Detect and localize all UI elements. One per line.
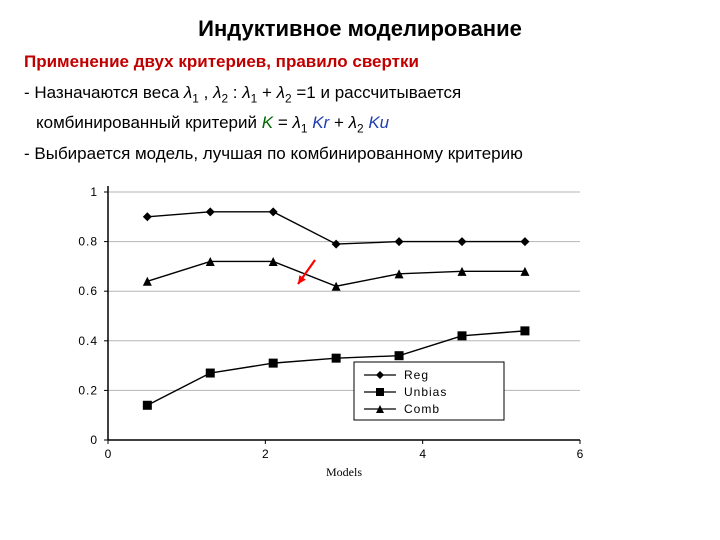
b1-c2: : (233, 83, 242, 102)
b2-Ku: Ku (368, 113, 389, 132)
svg-text:2: 2 (262, 447, 269, 461)
svg-text:Unbias: Unbias (404, 385, 447, 399)
b2-s2l: 2 (357, 122, 364, 136)
svg-text:Comb: Comb (404, 402, 440, 416)
svg-text:6: 6 (577, 447, 584, 461)
bullet-2: - Выбирается модель, лучшая по комбиниро… (24, 143, 696, 166)
b1-s2b: 2 (285, 91, 292, 105)
svg-text:0: 0 (90, 433, 98, 447)
chart-container: 0 0.2 0.4 0.6 0.8 1 0 2 4 6 Models Reg Unbias Comb (40, 180, 696, 485)
svg-text:0.4: 0.4 (78, 334, 98, 348)
b1-s2: 2 (221, 91, 228, 105)
b2-Kr: Kr (312, 113, 329, 132)
criteria-chart: 0 0.2 0.4 0.6 0.8 1 0 2 4 6 Models Reg Unbias Comb (40, 180, 600, 480)
b1-pre: - Назначаются веса (24, 83, 184, 102)
b1-l2b: λ (277, 83, 285, 102)
b2-eq: = (278, 113, 288, 132)
svg-text:0.2: 0.2 (78, 383, 98, 397)
svg-text:1: 1 (90, 185, 98, 199)
b2-pre: комбинированный критерий (36, 113, 262, 132)
bullet-1-line1: - Назначаются веса λ1 , λ2 : λ1 + λ2 =1 … (24, 82, 696, 106)
b1-l1b: λ (242, 83, 250, 102)
b2-l1: λ (292, 113, 300, 132)
b2-l2: λ (349, 113, 357, 132)
b1-c1: , (204, 83, 213, 102)
svg-text:4: 4 (419, 447, 426, 461)
svg-text:Reg: Reg (404, 368, 429, 382)
svg-text:Models: Models (326, 465, 362, 479)
svg-text:0: 0 (105, 447, 112, 461)
b2-p: + (334, 113, 349, 132)
b1-eq: =1 и рассчитывается (296, 83, 461, 102)
b1-l1: λ (184, 83, 192, 102)
bullet-1-line2: комбинированный критерий K = λ1 Kr + λ2 … (36, 112, 696, 136)
svg-text:0.6: 0.6 (78, 284, 98, 298)
b1-s1: 1 (192, 91, 199, 105)
svg-text:0.8: 0.8 (78, 234, 98, 248)
b2-s1l: 1 (301, 122, 308, 136)
subtitle: Применение двух критериев, правило сверт… (24, 52, 696, 72)
page-title: Индуктивное моделирование (24, 16, 696, 42)
b1-s1b: 1 (251, 91, 258, 105)
b1-plus: + (262, 83, 277, 102)
b2-K: K (262, 113, 273, 132)
